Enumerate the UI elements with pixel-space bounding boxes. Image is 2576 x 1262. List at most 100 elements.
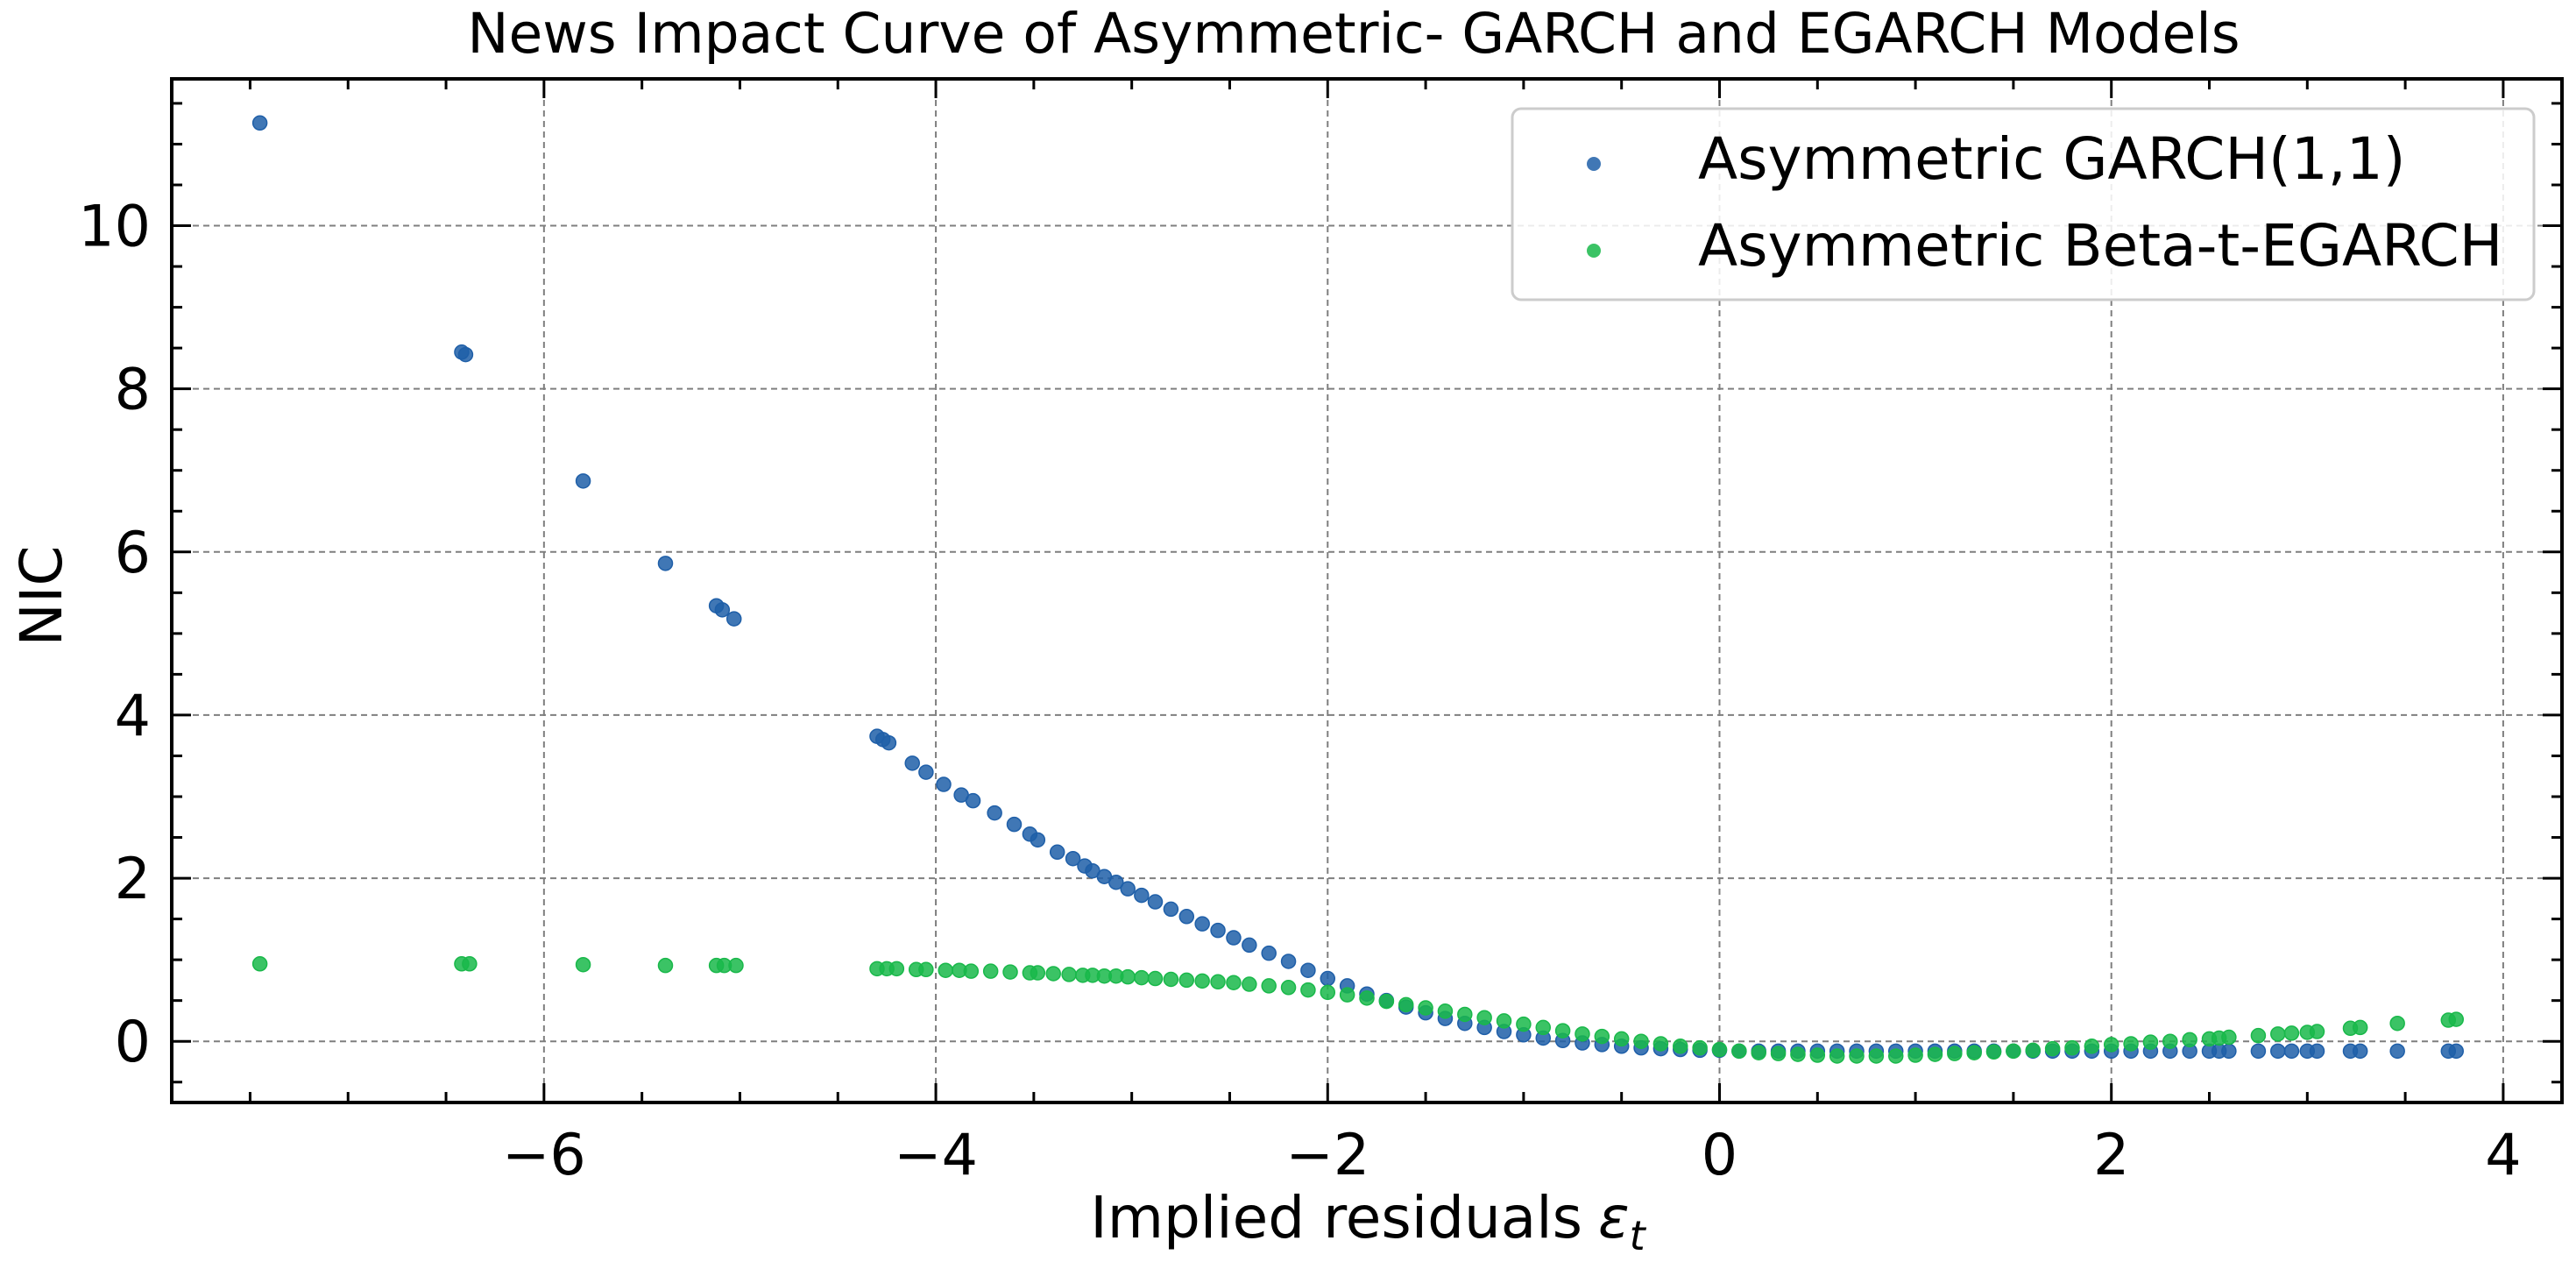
data-point <box>1226 930 1242 946</box>
data-point <box>963 963 980 979</box>
data-point <box>1163 971 1179 988</box>
data-point <box>1711 1041 1728 1058</box>
data-point <box>1516 1016 1532 1032</box>
data-point <box>1809 1047 1826 1063</box>
y-tick-label: 8 <box>115 358 151 423</box>
data-point <box>2352 1043 2368 1060</box>
data-point <box>1554 1023 1571 1039</box>
data-point <box>2283 1043 2300 1060</box>
data-point <box>1849 1048 1865 1064</box>
data-point <box>1320 970 1336 987</box>
y-axis-label: NIC <box>8 546 75 647</box>
data-point <box>1947 1046 1963 1061</box>
y-tick-label: 10 <box>78 195 151 260</box>
x-tick-label: −6 <box>502 1123 586 1188</box>
data-point <box>1927 1046 1943 1062</box>
data-point <box>1280 980 1297 996</box>
data-point <box>1359 990 1375 1006</box>
data-point <box>714 602 731 618</box>
data-point <box>1108 874 1124 890</box>
legend-marker-egarch <box>1587 244 1601 258</box>
data-point <box>2162 1033 2178 1049</box>
legend-marker-garch <box>1587 157 1601 171</box>
x-axis-label: Implied residuals εt <box>1090 1184 1646 1259</box>
data-point <box>251 956 268 972</box>
data-point <box>1770 1046 1787 1061</box>
data-points <box>251 115 2465 1064</box>
data-point <box>2103 1037 2120 1053</box>
data-point <box>2006 1043 2021 1060</box>
legend: Asymmetric GARCH(1,1) Asymmetric Beta-t-… <box>1511 107 2536 301</box>
data-point <box>728 957 744 974</box>
data-point <box>1692 1039 1708 1056</box>
data-point <box>2250 1027 2267 1044</box>
data-point <box>1907 1047 1923 1063</box>
series-1-points <box>251 956 2465 1064</box>
data-point <box>1673 1039 1688 1054</box>
x-tick-label: −4 <box>894 1123 978 1188</box>
data-point <box>2250 1043 2267 1060</box>
data-point <box>1829 1048 1845 1064</box>
data-point <box>2025 1042 2042 1059</box>
data-point <box>1594 1028 1610 1045</box>
x-tick-label: 2 <box>2093 1123 2129 1188</box>
data-point <box>657 957 674 974</box>
data-point <box>462 956 478 972</box>
chart-title: News Impact Curve of Asymmetric- GARCH a… <box>467 2 2240 66</box>
data-point <box>1194 973 1210 989</box>
data-point <box>1147 970 1164 987</box>
data-point <box>1006 816 1023 833</box>
legend-label-garch: Asymmetric GARCH(1,1) <box>1698 125 2405 193</box>
y-tick-label: 2 <box>115 847 151 912</box>
data-point <box>2270 1043 2286 1060</box>
data-point <box>2221 1029 2237 1046</box>
data-point <box>726 611 742 627</box>
data-point <box>1790 1046 1806 1062</box>
data-point <box>2283 1025 2300 1041</box>
data-point <box>251 115 268 131</box>
data-point <box>1575 1026 1590 1042</box>
data-point <box>1242 937 1257 954</box>
data-point <box>938 962 953 978</box>
data-point <box>2084 1039 2100 1054</box>
data-point <box>1496 1013 1512 1029</box>
data-point <box>1065 850 1081 867</box>
data-point <box>1300 962 1316 978</box>
data-point <box>2270 1026 2286 1042</box>
data-point <box>1731 1043 1747 1060</box>
data-point <box>657 556 674 571</box>
data-point <box>918 764 934 780</box>
data-point <box>2448 1043 2465 1060</box>
data-point <box>1134 887 1150 904</box>
data-point <box>1030 832 1046 848</box>
y-tick-label: 6 <box>115 521 151 586</box>
data-point <box>2389 1043 2405 1060</box>
data-point <box>1476 1010 1492 1025</box>
data-point <box>1242 976 1257 992</box>
data-point <box>1652 1036 1669 1052</box>
data-point <box>2448 1011 2465 1027</box>
data-point <box>2064 1039 2080 1056</box>
data-point <box>987 805 1002 821</box>
data-point <box>1535 1019 1551 1036</box>
data-point <box>2389 1015 2405 1032</box>
plot-frame <box>170 77 2564 1104</box>
data-point <box>1280 954 1297 969</box>
data-point <box>2221 1043 2237 1060</box>
data-point <box>1061 967 1077 982</box>
data-point <box>1320 984 1336 1001</box>
data-point <box>1378 993 1395 1010</box>
data-point <box>1210 922 1226 939</box>
data-point <box>1633 1033 1649 1049</box>
data-point <box>1147 894 1164 910</box>
data-point <box>1398 996 1414 1013</box>
data-point <box>965 792 981 809</box>
data-point <box>575 473 591 489</box>
data-point <box>2182 1032 2197 1048</box>
data-point <box>918 961 934 978</box>
legend-box <box>1511 107 2536 301</box>
y-tick-label: 4 <box>115 684 151 749</box>
data-point <box>2309 1024 2325 1039</box>
data-point <box>1163 901 1179 918</box>
data-point <box>1985 1044 2002 1060</box>
